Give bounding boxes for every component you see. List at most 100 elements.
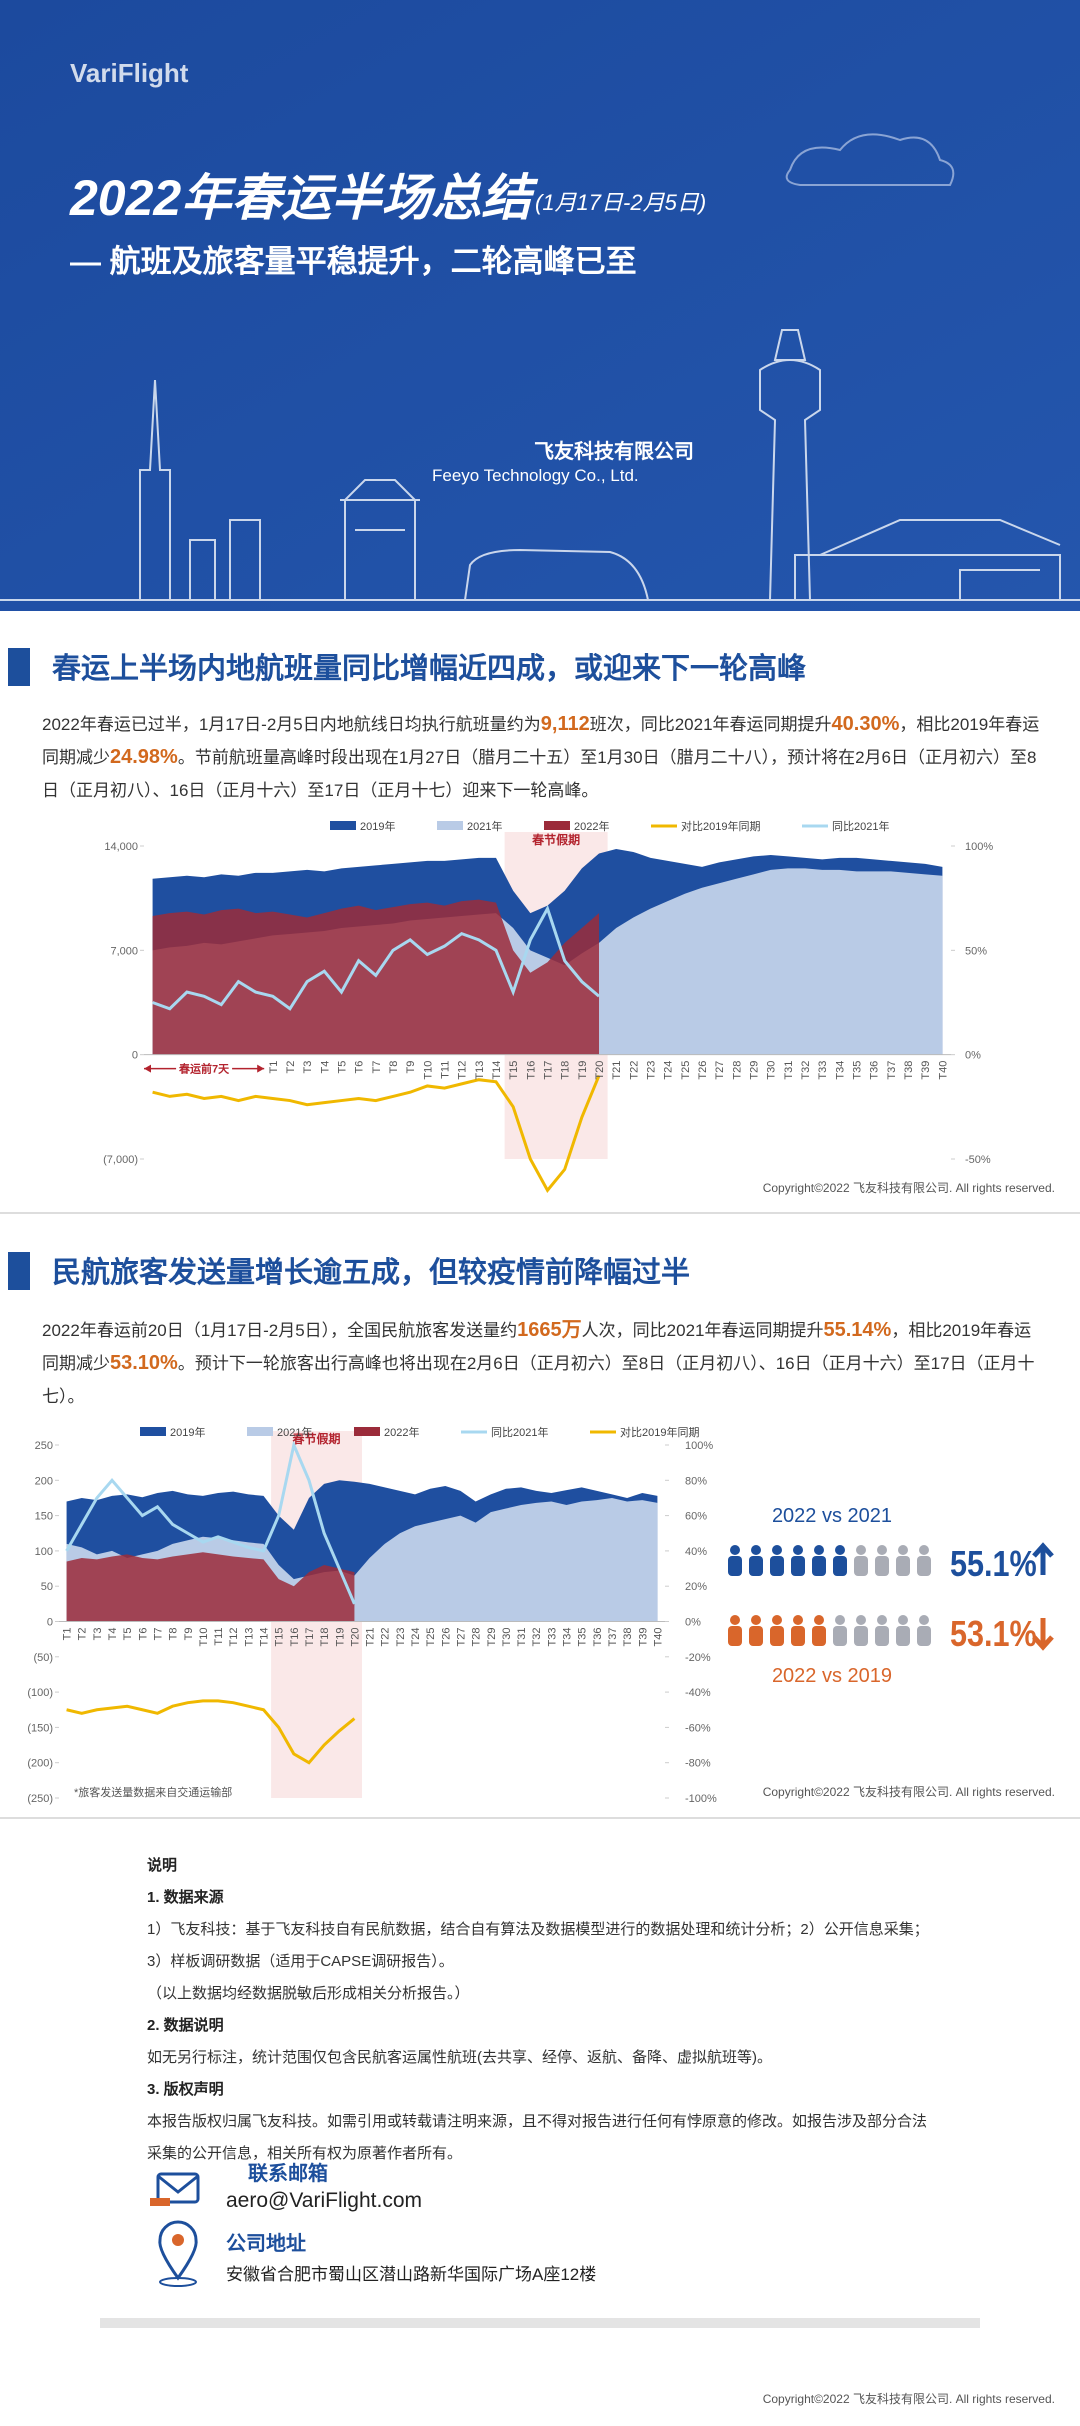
x-tick-label: T35 <box>852 1061 864 1080</box>
legend-label: 2022年 <box>574 819 609 833</box>
legend-label: 对比2019年同期 <box>681 819 760 833</box>
legend-swatch <box>544 821 570 830</box>
person-icon <box>835 1545 845 1555</box>
person-icon <box>898 1545 908 1555</box>
x-tick-label: T34 <box>562 1628 574 1647</box>
paragraph: 2022年春运前20日（1月17日-2月5日），全国民航旅客发送量约1665万人… <box>42 1314 1047 1413</box>
legend-label: 对比2019年同期 <box>620 1425 699 1439</box>
person-icon <box>728 1626 742 1646</box>
x-tick-label: T8 <box>168 1628 180 1641</box>
x-tick-label: T26 <box>440 1628 452 1647</box>
x-tick-label: T37 <box>607 1628 619 1647</box>
legend-swatch <box>437 821 463 830</box>
person-icon <box>793 1545 803 1555</box>
highlight-number: 1665万 <box>517 1319 582 1341</box>
area <box>66 1552 355 1622</box>
x-tick-label: T38 <box>903 1061 915 1080</box>
x-tick-label: T33 <box>817 1061 829 1080</box>
y2-tick-label: -40% <box>685 1687 711 1699</box>
person-icon <box>833 1556 847 1576</box>
person-icon <box>877 1615 887 1625</box>
x-tick-label: T26 <box>697 1061 709 1080</box>
person-icon <box>856 1545 866 1555</box>
x-tick-label: T21 <box>611 1061 623 1080</box>
person-icon <box>770 1556 784 1576</box>
section-title: 春运上半场内地航班量同比增幅近四成，或迎来下一轮高峰 <box>52 651 806 685</box>
x-tick-label: T4 <box>319 1061 331 1074</box>
y2-tick-label: 60% <box>685 1511 707 1523</box>
x-tick-label: T32 <box>800 1061 812 1080</box>
chart: 春节假期 14,000 7,000 0 (7,000) 100% 50% 0% -50% T1 T2… <box>103 819 1055 1195</box>
x-tick-label: T12 <box>228 1628 240 1647</box>
notes-heading: 2. 数据说明 <box>147 2017 224 2034</box>
x-tick-label: T36 <box>869 1061 881 1080</box>
legend-label: 2019年 <box>170 1425 205 1439</box>
email-icon <box>150 2172 200 2206</box>
x-tick-label: T28 <box>731 1061 743 1080</box>
x-tick-label: T5 <box>122 1628 134 1641</box>
x-tick-label: T4 <box>107 1628 119 1641</box>
x-tick-label: T1 <box>62 1628 74 1641</box>
person-icon <box>833 1626 847 1646</box>
address-label: 公司地址 <box>226 2232 306 2255</box>
notes-line: 如无另行标注，统计范围仅包含民航客运属性航班(去共享、经停、返航、备降、虚拟航班… <box>147 2049 772 2066</box>
company-name-en: Feeyo Technology Co., Ltd. <box>432 466 639 485</box>
legend-swatch <box>330 821 356 830</box>
person-icon <box>856 1615 866 1625</box>
highlight-number: 55.14% <box>823 1319 892 1341</box>
x-tick-label: T30 <box>501 1628 513 1647</box>
x-tick-label: T38 <box>622 1628 634 1647</box>
paragraph: 2022年春运已过半，1月17日-2月5日内地航线日均执行航班量约为9,112班… <box>42 708 1047 807</box>
report-title: 2022年春运半场总结 <box>69 170 538 226</box>
x-tick-label: T5 <box>336 1061 348 1074</box>
compare-value: 55.1% <box>950 1545 1037 1585</box>
line <box>152 904 600 1011</box>
logo: VariFlight <box>70 58 189 88</box>
address: 安徽省合肥市蜀山区潜山路新华国际广场A座12楼 <box>226 2265 596 2284</box>
address-icon <box>158 2220 198 2287</box>
x-tick-label: T36 <box>592 1628 604 1647</box>
notes-heading: 3. 版权声明 <box>147 2081 224 2098</box>
person-icon <box>812 1626 826 1646</box>
x-tick-label: T33 <box>546 1628 558 1647</box>
person-icon <box>877 1545 887 1555</box>
x-tick-label: T29 <box>749 1061 761 1080</box>
x-tick-label: T40 <box>937 1061 949 1080</box>
x-tick-label: T39 <box>920 1061 932 1080</box>
notes-heading: 1. 数据来源 <box>147 1889 224 1906</box>
legend-label: 2022年 <box>384 1425 419 1439</box>
y-tick-label: 100 <box>35 1546 53 1558</box>
x-tick-label: T11 <box>439 1061 451 1079</box>
y2-tick-label: 50% <box>965 945 987 957</box>
x-tick-label: T11 <box>213 1628 225 1646</box>
text-run: ，相比2019年春运同期减少 <box>42 1321 1032 1373</box>
y-tick-label: (200) <box>27 1758 53 1770</box>
shadow-bar <box>100 2318 980 2328</box>
legend-label: 2019年 <box>360 819 395 833</box>
x-tick-label: T22 <box>628 1061 640 1080</box>
y2-tick-label: 20% <box>685 1581 707 1593</box>
x-tick-label: T21 <box>365 1628 377 1647</box>
person-icon <box>875 1626 889 1646</box>
x-tick-label: T18 <box>560 1061 572 1080</box>
text-run: 。预计下一轮旅客出行高峰也将出现在2月6日（正月初六）至8日（正月初八）、16日… <box>42 1354 1035 1406</box>
x-tick-label: T13 <box>243 1628 255 1647</box>
person-icon <box>835 1615 845 1625</box>
person-icon <box>791 1626 805 1646</box>
x-tick-label: T19 <box>577 1061 589 1080</box>
x-tick-label: T6 <box>137 1628 149 1641</box>
x-tick-label: T20 <box>594 1061 606 1080</box>
x-tick-label: T3 <box>92 1628 104 1641</box>
y-tick-label: 7,000 <box>110 945 138 957</box>
x-tick-label: T23 <box>395 1628 407 1647</box>
person-icon <box>749 1556 763 1576</box>
y2-tick-label: 40% <box>685 1546 707 1558</box>
x-tick-label: T22 <box>380 1628 392 1647</box>
pre-label-bg <box>176 1060 233 1077</box>
y-tick-label: (100) <box>27 1687 53 1699</box>
x-tick-label: T9 <box>405 1061 417 1074</box>
person-icon <box>751 1545 761 1555</box>
person-icon <box>898 1615 908 1625</box>
